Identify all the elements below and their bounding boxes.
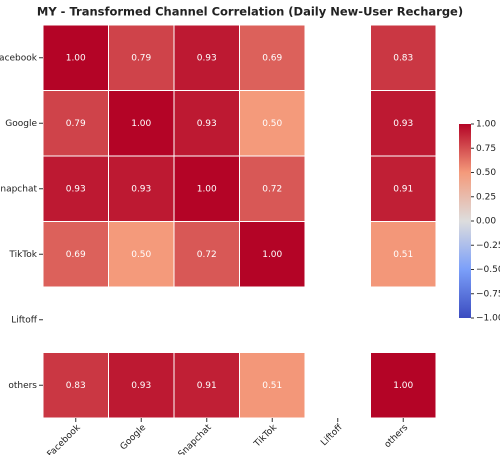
colorbar-tick-label: 1.00 <box>476 120 496 130</box>
heatmap-cell <box>42 24 109 91</box>
heatmap-cell <box>108 221 175 288</box>
heatmap-cell <box>370 90 437 157</box>
cell-label: 0.72 <box>262 184 282 194</box>
heatmap-cell <box>173 90 240 157</box>
colorbar-tick-label: −0.75 <box>476 289 500 299</box>
heatmap-cell <box>239 221 306 288</box>
heatmap-cell <box>108 24 175 91</box>
cell-label: 1.00 <box>197 184 217 194</box>
cell-label: 1.00 <box>262 250 282 260</box>
chart-title: MY - Transformed Channel Correlation (Da… <box>37 5 463 19</box>
y-tick-label: Liftoff <box>11 315 38 325</box>
x-tick-label: Snapchat <box>177 422 214 455</box>
cell-label: 1.00 <box>393 381 413 391</box>
cell-label: 0.79 <box>131 53 151 63</box>
cell-label: 0.50 <box>131 250 151 260</box>
heatmap-cell <box>239 24 306 91</box>
colorbar <box>459 124 471 318</box>
heatmap-cell <box>370 352 437 419</box>
colorbar-tick-label: 0.25 <box>476 192 496 202</box>
colorbar-tick-label: 0.00 <box>476 217 496 227</box>
cell-label: 0.93 <box>66 184 86 194</box>
y-tick-label: Facebook <box>0 53 38 63</box>
y-tick-label: Google <box>5 119 37 129</box>
heatmap-cell <box>239 352 306 419</box>
x-tick-label: Liftoff <box>319 422 345 448</box>
y-tick-label: others <box>8 381 37 391</box>
heatmap-cell <box>239 155 306 222</box>
colorbar-tick-label: −1.00 <box>476 314 500 324</box>
x-tick-label: TikTok <box>252 422 280 450</box>
heatmap-cell <box>370 155 437 222</box>
heatmap-cell <box>173 221 240 288</box>
cell-label: 0.51 <box>262 381 282 391</box>
cell-label: 0.79 <box>66 119 86 129</box>
cell-label: 0.93 <box>131 184 151 194</box>
y-tick-label: Snapchat <box>0 184 37 194</box>
cell-label: 1.00 <box>66 53 86 63</box>
cell-label: 0.93 <box>197 119 217 129</box>
cell-label: 0.93 <box>131 381 151 391</box>
heatmap-cell <box>173 352 240 419</box>
x-tick-label: Google <box>119 422 149 452</box>
colorbar-tick-label: −0.25 <box>476 241 500 251</box>
colorbar-tick-label: 0.75 <box>476 144 496 154</box>
cell-label: 0.91 <box>197 381 217 391</box>
cell-label: 0.69 <box>262 53 282 63</box>
cell-label: 0.83 <box>393 53 413 63</box>
cell-label: 0.93 <box>393 119 413 129</box>
y-tick-label: TikTok <box>8 250 37 260</box>
heatmap-cell <box>108 352 175 419</box>
cell-label: 0.83 <box>66 381 86 391</box>
cell-label: 0.93 <box>197 53 217 63</box>
cell-label: 0.91 <box>393 184 413 194</box>
x-tick-label: others <box>383 423 411 451</box>
cell-label: 0.50 <box>262 119 282 129</box>
heatmap-cell <box>108 155 175 222</box>
cell-label: 0.72 <box>197 250 217 260</box>
heatmap-cell <box>370 221 437 288</box>
colorbar-tick-label: 0.50 <box>476 168 496 178</box>
colorbar-tick-label: −0.50 <box>476 265 500 275</box>
heatmap-cell <box>42 352 109 419</box>
cell-label: 1.00 <box>131 119 151 129</box>
heatmap-cell <box>173 24 240 91</box>
cell-label: 0.51 <box>393 250 413 260</box>
cell-label: 0.69 <box>66 250 86 260</box>
x-tick-label: Facebook <box>46 422 84 455</box>
